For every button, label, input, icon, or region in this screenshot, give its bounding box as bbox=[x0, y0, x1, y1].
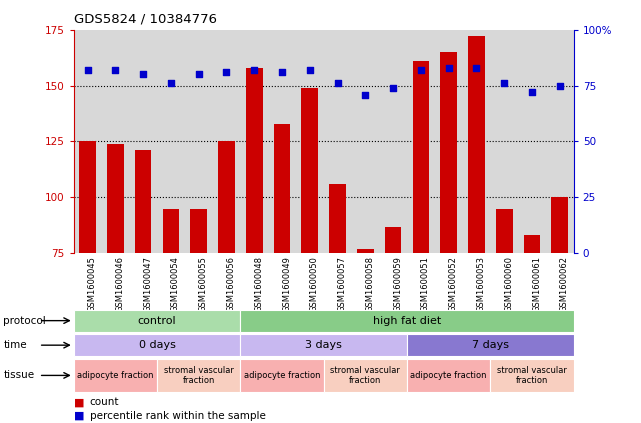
Bar bbox=[240, 359, 324, 392]
Bar bbox=[324, 359, 407, 392]
Point bbox=[304, 66, 315, 73]
Point bbox=[554, 82, 565, 89]
Text: ■: ■ bbox=[74, 397, 84, 407]
Text: GSM1600056: GSM1600056 bbox=[226, 256, 235, 312]
Point bbox=[83, 66, 93, 73]
Bar bbox=[440, 52, 457, 253]
Bar bbox=[301, 88, 318, 253]
Text: GSM1600055: GSM1600055 bbox=[199, 256, 208, 312]
Point bbox=[110, 66, 121, 73]
Bar bbox=[407, 334, 574, 356]
Text: GSM1600054: GSM1600054 bbox=[171, 256, 180, 312]
Bar bbox=[74, 310, 240, 332]
Text: adipocyte fraction: adipocyte fraction bbox=[244, 371, 320, 380]
Bar bbox=[74, 334, 240, 356]
Text: protocol: protocol bbox=[3, 316, 46, 326]
Bar bbox=[468, 36, 485, 253]
Bar bbox=[163, 209, 179, 253]
Point bbox=[194, 71, 204, 78]
Text: tissue: tissue bbox=[3, 371, 35, 380]
Bar bbox=[240, 334, 407, 356]
Text: high fat diet: high fat diet bbox=[373, 316, 441, 326]
Point bbox=[388, 85, 398, 91]
Point bbox=[471, 64, 481, 71]
Bar bbox=[490, 359, 574, 392]
Point bbox=[527, 89, 537, 96]
Text: GSM1600053: GSM1600053 bbox=[476, 256, 485, 312]
Text: control: control bbox=[138, 316, 176, 326]
Bar bbox=[496, 209, 513, 253]
Text: GSM1600047: GSM1600047 bbox=[143, 256, 152, 312]
Point bbox=[444, 64, 454, 71]
Bar bbox=[107, 144, 124, 253]
Text: stromal vascular
fraction: stromal vascular fraction bbox=[330, 366, 401, 385]
Bar bbox=[157, 359, 240, 392]
Point bbox=[249, 66, 260, 73]
Text: GSM1600062: GSM1600062 bbox=[560, 256, 569, 312]
Point bbox=[360, 91, 370, 98]
Point bbox=[416, 66, 426, 73]
Point bbox=[221, 69, 231, 76]
Text: 3 days: 3 days bbox=[305, 340, 342, 350]
Text: adipocyte fraction: adipocyte fraction bbox=[410, 371, 487, 380]
Point bbox=[138, 71, 148, 78]
Text: 0 days: 0 days bbox=[138, 340, 176, 350]
Bar bbox=[240, 310, 574, 332]
Bar bbox=[135, 151, 151, 253]
Text: GSM1600060: GSM1600060 bbox=[504, 256, 513, 312]
Point bbox=[333, 80, 343, 87]
Bar bbox=[74, 359, 157, 392]
Text: count: count bbox=[90, 397, 119, 407]
Text: GSM1600059: GSM1600059 bbox=[393, 256, 402, 312]
Bar bbox=[329, 184, 346, 253]
Text: GDS5824 / 10384776: GDS5824 / 10384776 bbox=[74, 12, 217, 25]
Bar bbox=[218, 141, 235, 253]
Bar bbox=[551, 198, 568, 253]
Bar bbox=[524, 236, 540, 253]
Point bbox=[499, 80, 510, 87]
Text: GSM1600058: GSM1600058 bbox=[365, 256, 374, 312]
Bar bbox=[413, 61, 429, 253]
Bar bbox=[79, 141, 96, 253]
Bar bbox=[407, 359, 490, 392]
Text: percentile rank within the sample: percentile rank within the sample bbox=[90, 411, 265, 420]
Text: time: time bbox=[3, 340, 27, 350]
Text: 7 days: 7 days bbox=[472, 340, 509, 350]
Point bbox=[166, 80, 176, 87]
Text: GSM1600045: GSM1600045 bbox=[88, 256, 97, 312]
Bar bbox=[246, 68, 263, 253]
Text: GSM1600046: GSM1600046 bbox=[115, 256, 124, 312]
Bar bbox=[357, 249, 374, 253]
Text: GSM1600061: GSM1600061 bbox=[532, 256, 541, 312]
Text: GSM1600057: GSM1600057 bbox=[338, 256, 347, 312]
Bar bbox=[274, 124, 290, 253]
Bar bbox=[385, 227, 401, 253]
Text: stromal vascular
fraction: stromal vascular fraction bbox=[497, 366, 567, 385]
Text: GSM1600051: GSM1600051 bbox=[421, 256, 430, 312]
Text: stromal vascular
fraction: stromal vascular fraction bbox=[163, 366, 234, 385]
Text: ■: ■ bbox=[74, 411, 84, 420]
Text: GSM1600049: GSM1600049 bbox=[282, 256, 291, 312]
Bar bbox=[190, 209, 207, 253]
Text: GSM1600050: GSM1600050 bbox=[310, 256, 319, 312]
Text: GSM1600052: GSM1600052 bbox=[449, 256, 458, 312]
Point bbox=[277, 69, 287, 76]
Text: adipocyte fraction: adipocyte fraction bbox=[77, 371, 154, 380]
Text: GSM1600048: GSM1600048 bbox=[254, 256, 263, 312]
